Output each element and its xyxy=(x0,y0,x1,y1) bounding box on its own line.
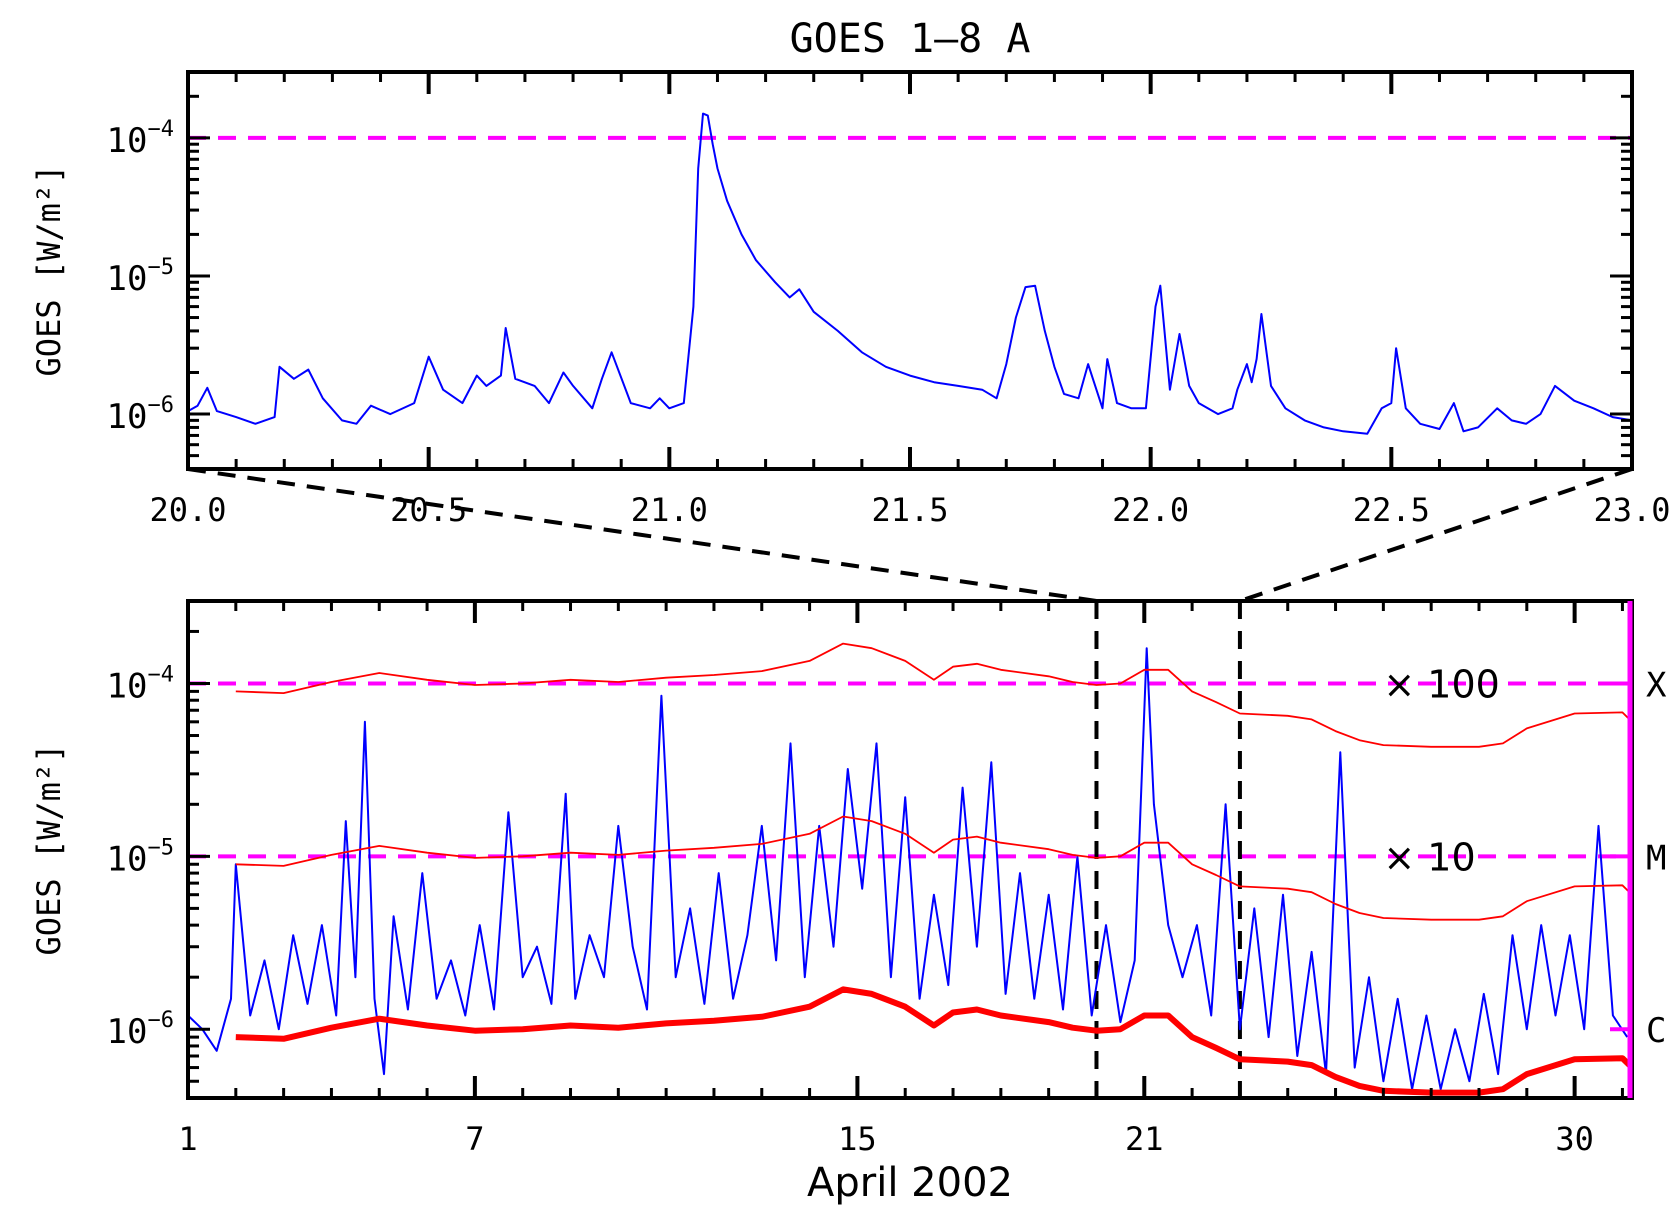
x-tick-label: 1 xyxy=(178,1120,197,1158)
y-tick-exponent: −6 xyxy=(148,1008,175,1033)
flare-class-label-c: C xyxy=(1646,1011,1666,1051)
y-tick-exponent: −4 xyxy=(148,662,175,687)
series-line-0 xyxy=(188,112,1632,435)
y-tick-exponent: −5 xyxy=(148,255,175,280)
flare-class-label-m: M xyxy=(1646,838,1666,878)
y-tick-exponent: −4 xyxy=(148,117,175,142)
y-tick-label: 10−5 xyxy=(107,255,174,299)
zoom-connector-lines xyxy=(187,467,1633,603)
series-line-2 xyxy=(235,815,1632,921)
zoom-connector-left xyxy=(187,467,1097,603)
x-tick-label: 21 xyxy=(1125,1120,1164,1158)
y-axis-label: GOES [W/m²] xyxy=(30,744,68,956)
x-tick-label: 30 xyxy=(1555,1120,1594,1158)
y-tick-label: 10−5 xyxy=(107,835,174,879)
y-axis-label: GOES [W/m²] xyxy=(30,165,68,377)
plot-frame xyxy=(186,70,1634,471)
x-tick-label: 21.0 xyxy=(631,491,708,529)
x-tick-label: 23.0 xyxy=(1593,491,1670,529)
series-line-3 xyxy=(235,642,1632,748)
y-tick-label: 10−6 xyxy=(107,1008,174,1052)
series-line-0 xyxy=(188,647,1629,1091)
x-tick-label: 20.5 xyxy=(390,491,467,529)
flare-class-label-x: X xyxy=(1646,665,1667,705)
y-tick-label: 10−4 xyxy=(107,662,174,706)
plot-area xyxy=(188,601,1632,1098)
x-tick-label: 22.0 xyxy=(1112,491,1189,529)
x-tick-label: 21.5 xyxy=(871,491,948,529)
x-tick-label: 20.0 xyxy=(149,491,226,529)
x-tick-label: 22.5 xyxy=(1353,491,1430,529)
x-axis-label: April 2002 xyxy=(807,1160,1013,1206)
y-tick-exponent: −5 xyxy=(148,835,175,860)
bottom-panel: × 100 × 10 1 7 15 21 30 10−6 10−5 10−4 GOES [W/m²]… xyxy=(30,599,1667,1206)
top-panel: GOES 1–8 A 20.0 20.5 21.0 21.5 22.0 22.5 23.0 10… xyxy=(30,16,1671,529)
y-tick-label: 10−6 xyxy=(107,393,174,437)
y-tick-label: 10−4 xyxy=(107,117,174,161)
zoom-connector-right xyxy=(1239,467,1633,603)
y-tick-exponent: −6 xyxy=(148,393,175,418)
x-tick-label: 7 xyxy=(465,1120,484,1158)
series-line-1 xyxy=(235,986,1632,1096)
annotation-0: × 100 xyxy=(1383,662,1499,706)
x-tick-label: 15 xyxy=(838,1120,877,1158)
chart-title: GOES 1–8 A xyxy=(790,16,1031,62)
annotation-1: × 10 xyxy=(1383,835,1475,879)
plot-area xyxy=(188,112,1632,435)
